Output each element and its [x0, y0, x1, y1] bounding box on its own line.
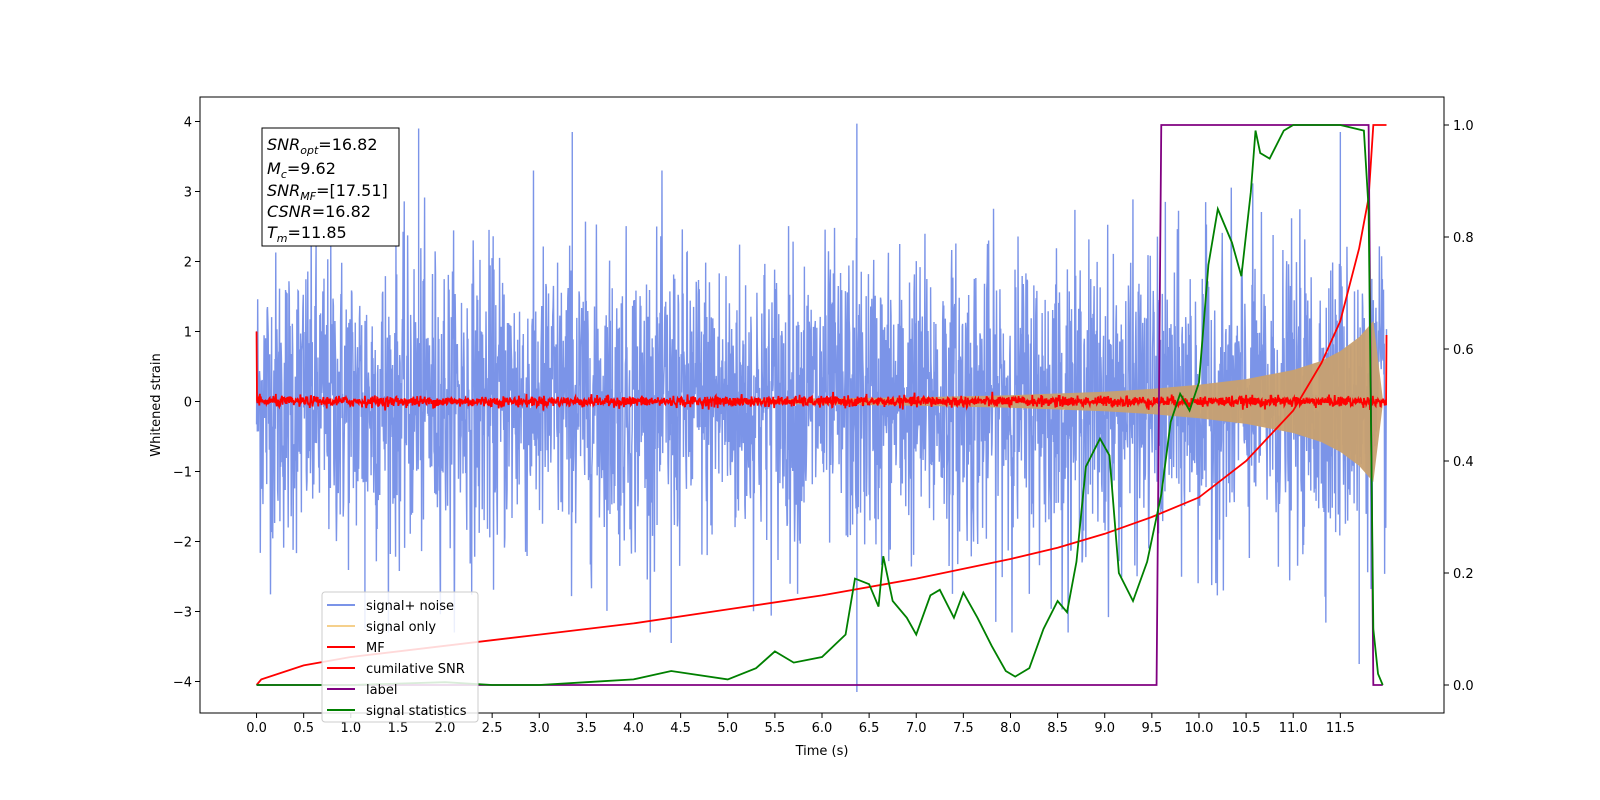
y2-tick-label: 1.0 [1453, 119, 1474, 134]
x-tick-label: 11.0 [1279, 721, 1308, 736]
x-tick-label: 5.5 [765, 721, 786, 736]
legend-label: signal+ noise [366, 599, 454, 614]
x-tick-label: 6.0 [812, 721, 833, 736]
x-tick-label: 6.5 [859, 721, 880, 736]
series-label [256, 124, 1383, 686]
x-tick-label: 1.0 [340, 721, 361, 736]
info-box-frame [261, 127, 400, 247]
x-tick-label: 0.0 [246, 721, 267, 736]
x-tick-label: 0.5 [293, 721, 314, 736]
x-tick-label: 9.0 [1094, 721, 1115, 736]
x-tick-label: 11.5 [1326, 721, 1355, 736]
x-tick-label: 7.5 [953, 721, 974, 736]
x-tick-label: 4.5 [670, 721, 691, 736]
legend: signal+ noise signal only MF cumilative SNR… [321, 591, 479, 723]
x-tick-label: 3.5 [576, 721, 597, 736]
x-tick-label: 2.5 [482, 721, 503, 736]
x-tick-label: 2.0 [435, 721, 456, 736]
y-tick-label: −2 [173, 536, 192, 551]
plot-area [255, 123, 1388, 692]
info-csnr: CSNR=16.82 [267, 202, 371, 221]
x-tick-label: 10.5 [1232, 721, 1261, 736]
y2-tick-label: 0.4 [1453, 455, 1474, 470]
x-tick-label: 7.0 [906, 721, 927, 736]
info-box: SNRopt=16.82 Mc=9.62 SNRMF=[17.51] CSNR=… [261, 127, 400, 247]
series-signal-plus-noise [255, 170, 1388, 633]
legend-label: signal only [366, 620, 436, 635]
y-tick-label: 1 [184, 326, 192, 341]
info-mc: Mc=9.62 [267, 159, 336, 181]
info-tm: Tm=11.85 [267, 223, 347, 245]
x-tick-label: 5.0 [717, 721, 738, 736]
y-tick-label: 4 [184, 116, 192, 131]
y-tick-label: 0 [184, 396, 192, 411]
y2-tick-label: 0.0 [1453, 679, 1474, 694]
series-mf [255, 331, 1388, 411]
y-axis-ticks: −4 −3 −2 −1 0 1 2 3 4 [173, 116, 200, 691]
legend-label: MF [366, 641, 385, 656]
info-snr-mf: SNRMF=[17.51] [267, 181, 388, 203]
y-tick-label: −1 [173, 466, 192, 481]
y2-axis-ticks: 0.0 0.2 0.4 0.6 0.8 1.0 [1444, 119, 1474, 694]
y-tick-label: 3 [184, 186, 192, 201]
legend-label: cumilative SNR [366, 662, 465, 677]
y2-tick-label: 0.2 [1453, 567, 1474, 582]
y2-tick-label: 0.8 [1453, 231, 1474, 246]
x-tick-label: 9.5 [1142, 721, 1163, 736]
x-tick-label: 10.0 [1184, 721, 1213, 736]
y-axis-label: Whitened strain [149, 353, 164, 456]
y-tick-label: −3 [173, 606, 192, 621]
legend-frame [321, 591, 479, 723]
x-tick-label: 1.5 [388, 721, 409, 736]
series-signal-statistics [256, 124, 1384, 686]
x-tick-label: 8.0 [1000, 721, 1021, 736]
y2-tick-label: 0.6 [1453, 343, 1474, 358]
x-tick-label: 4.0 [623, 721, 644, 736]
info-snr-opt: SNRopt=16.82 [267, 135, 378, 157]
x-tick-label: 3.0 [529, 721, 550, 736]
legend-label: signal statistics [366, 704, 467, 719]
y-tick-label: −4 [173, 676, 192, 691]
y-tick-label: 2 [184, 256, 192, 271]
legend-label: label [366, 683, 397, 698]
x-axis-label: Time (s) [795, 744, 849, 759]
x-tick-label: 8.5 [1047, 721, 1068, 736]
